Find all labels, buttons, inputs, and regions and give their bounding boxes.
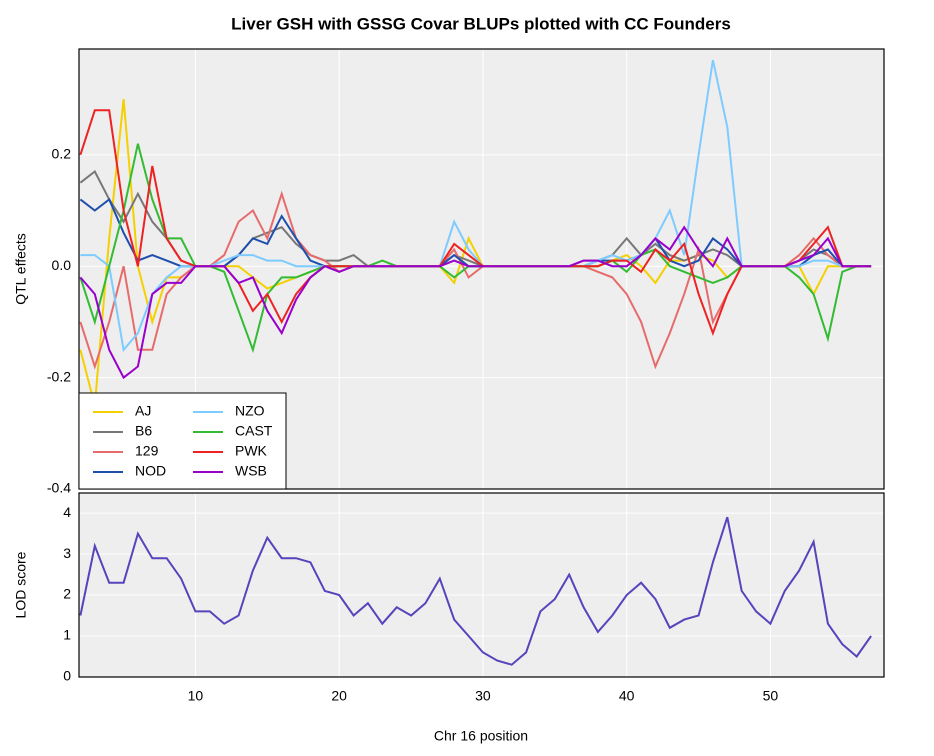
y-tick-label: 0 xyxy=(63,668,71,684)
legend-label: AJ xyxy=(135,403,151,419)
data-line xyxy=(79,225,872,380)
y-tick-label: -0.2 xyxy=(47,368,71,384)
legend-label: NZO xyxy=(235,403,265,419)
y-axis-label: LOD score xyxy=(13,551,29,618)
x-tick-label: 40 xyxy=(619,688,635,704)
y-tick-label: 1 xyxy=(63,627,71,643)
legend-label: WSB xyxy=(235,463,267,479)
x-tick-label: 50 xyxy=(763,688,779,704)
data-line xyxy=(79,516,872,666)
legend-label: B6 xyxy=(135,423,152,439)
x-axis-label: Chr 16 position xyxy=(434,728,528,744)
x-tick-label: 10 xyxy=(188,688,204,704)
y-axis-label: QTL effects xyxy=(13,233,29,305)
plot-background xyxy=(79,493,884,677)
y-tick-label: 0.0 xyxy=(52,257,72,273)
y-tick-label: 0.2 xyxy=(52,146,72,162)
plot-frame xyxy=(78,492,885,678)
y-tick-label: 3 xyxy=(63,545,71,561)
y-tick-label: -0.4 xyxy=(47,480,71,496)
legend-label: CAST xyxy=(235,423,273,439)
legend-label: 129 xyxy=(135,443,159,459)
chart-title: Liver GSH with GSSG Covar BLUPs plotted … xyxy=(231,14,731,33)
y-tick-label: 2 xyxy=(63,586,71,602)
legend-label: NOD xyxy=(135,463,166,479)
x-tick-label: 20 xyxy=(331,688,347,704)
plot-frame xyxy=(78,48,885,490)
legend-label: PWK xyxy=(235,443,268,459)
x-tick-label: 30 xyxy=(475,688,491,704)
y-tick-label: 4 xyxy=(63,504,71,520)
